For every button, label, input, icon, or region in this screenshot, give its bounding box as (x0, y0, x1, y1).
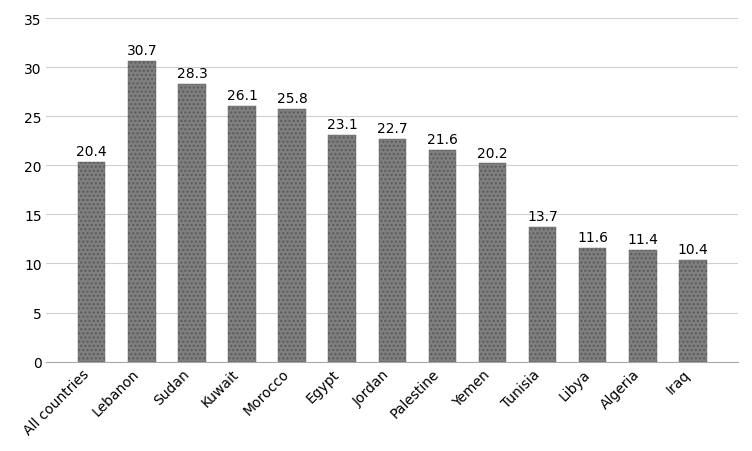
Text: 20.4: 20.4 (77, 144, 107, 158)
Bar (679, 260, 707, 362)
Bar (529, 228, 556, 362)
Bar (178, 85, 206, 362)
Text: 11.6: 11.6 (578, 230, 608, 244)
Text: 20.2: 20.2 (478, 146, 508, 160)
Bar (378, 140, 406, 362)
Bar (278, 109, 306, 362)
Bar (629, 250, 656, 362)
Text: 13.7: 13.7 (527, 210, 558, 224)
Bar (128, 61, 156, 362)
Text: 23.1: 23.1 (327, 118, 358, 132)
Bar (579, 248, 606, 362)
Text: 25.8: 25.8 (277, 92, 308, 106)
Text: 21.6: 21.6 (427, 133, 458, 147)
Text: 22.7: 22.7 (377, 122, 408, 136)
Bar (479, 164, 506, 362)
Text: 30.7: 30.7 (126, 44, 157, 57)
Text: 10.4: 10.4 (678, 242, 708, 256)
Text: 26.1: 26.1 (226, 88, 257, 102)
Bar (329, 136, 356, 362)
Bar (228, 106, 256, 362)
Text: 28.3: 28.3 (177, 67, 208, 81)
Text: 11.4: 11.4 (627, 232, 658, 246)
Bar (78, 162, 105, 362)
Bar (429, 151, 456, 362)
